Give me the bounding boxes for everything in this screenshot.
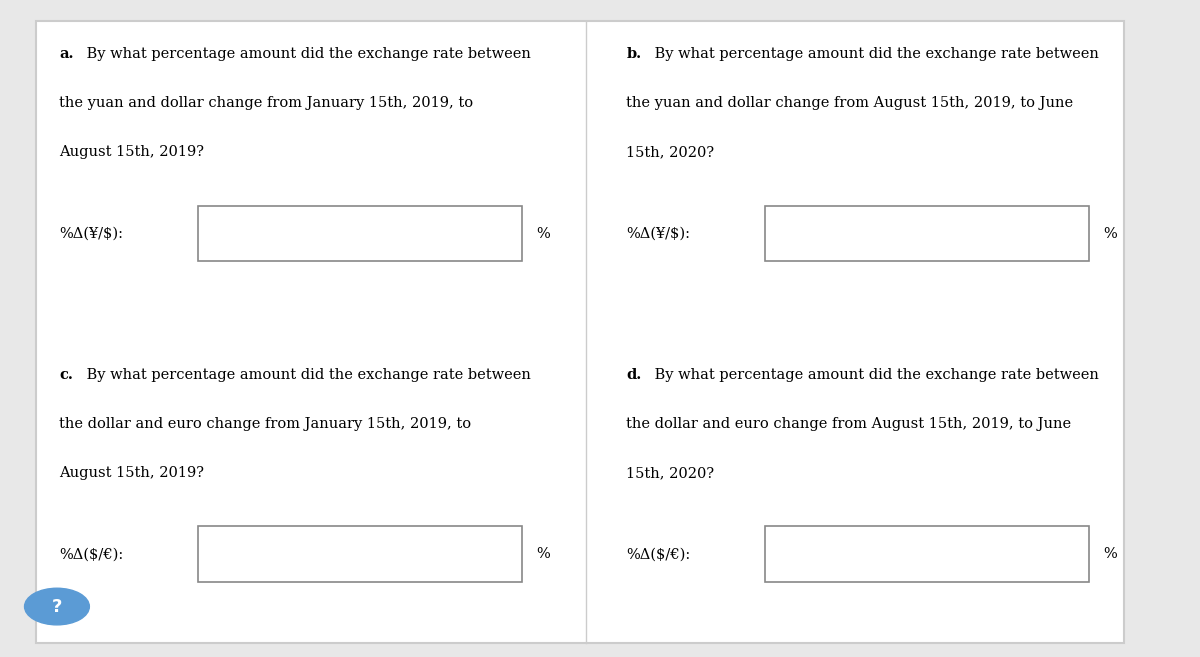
Text: the yuan and dollar change from August 15th, 2019, to June: the yuan and dollar change from August 1… xyxy=(626,97,1074,110)
Text: %: % xyxy=(536,547,550,561)
Text: ?: ? xyxy=(52,598,62,616)
FancyBboxPatch shape xyxy=(198,206,522,261)
Text: %: % xyxy=(1103,227,1117,240)
FancyBboxPatch shape xyxy=(36,21,1124,643)
Text: August 15th, 2019?: August 15th, 2019? xyxy=(59,145,204,159)
Text: b.: b. xyxy=(626,47,642,61)
Text: By what percentage amount did the exchange rate between: By what percentage amount did the exchan… xyxy=(649,47,1098,61)
Text: %: % xyxy=(536,227,550,240)
Text: d.: d. xyxy=(626,368,642,382)
Text: the dollar and euro change from August 15th, 2019, to June: the dollar and euro change from August 1… xyxy=(626,417,1072,431)
Text: By what percentage amount did the exchange rate between: By what percentage amount did the exchan… xyxy=(649,368,1098,382)
Text: 15th, 2020?: 15th, 2020? xyxy=(626,145,714,159)
Text: a.: a. xyxy=(59,47,73,61)
Text: %Δ($/€):: %Δ($/€): xyxy=(626,547,691,561)
Text: %Δ(¥/$):: %Δ(¥/$): xyxy=(626,227,690,240)
Text: By what percentage amount did the exchange rate between: By what percentage amount did the exchan… xyxy=(83,368,532,382)
Text: By what percentage amount did the exchange rate between: By what percentage amount did the exchan… xyxy=(83,47,532,61)
Text: the yuan and dollar change from January 15th, 2019, to: the yuan and dollar change from January … xyxy=(59,97,473,110)
Text: the dollar and euro change from January 15th, 2019, to: the dollar and euro change from January … xyxy=(59,417,472,431)
Text: %: % xyxy=(1103,547,1117,561)
FancyBboxPatch shape xyxy=(198,526,522,582)
Text: 15th, 2020?: 15th, 2020? xyxy=(626,466,714,480)
Circle shape xyxy=(24,588,89,625)
FancyBboxPatch shape xyxy=(766,526,1090,582)
Text: August 15th, 2019?: August 15th, 2019? xyxy=(59,466,204,480)
FancyBboxPatch shape xyxy=(766,206,1090,261)
Text: c.: c. xyxy=(59,368,73,382)
Text: %Δ($/€):: %Δ($/€): xyxy=(59,547,124,561)
Text: %Δ(¥/$):: %Δ(¥/$): xyxy=(59,227,124,240)
